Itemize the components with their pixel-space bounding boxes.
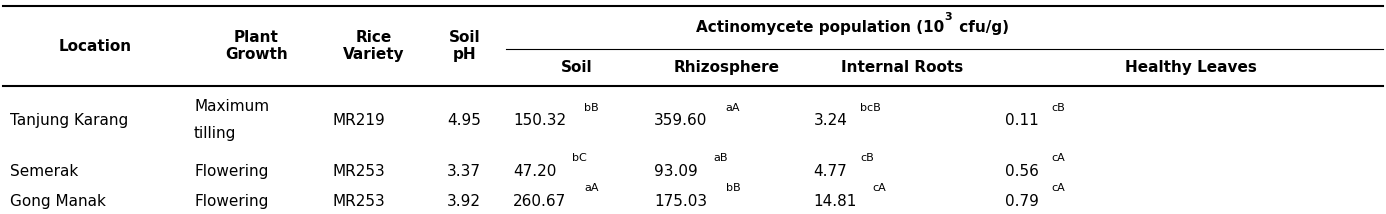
Text: MR253: MR253 [333, 194, 385, 209]
Text: Soil: Soil [561, 60, 592, 75]
Text: cB: cB [1051, 103, 1064, 113]
Text: 3.37: 3.37 [448, 164, 481, 179]
Text: 14.81: 14.81 [814, 194, 857, 209]
Text: bcB: bcB [861, 103, 881, 113]
Text: Rice
Variety: Rice Variety [344, 30, 405, 62]
Text: Semerak: Semerak [10, 164, 78, 179]
Text: 150.32: 150.32 [513, 113, 565, 128]
Text: Maximum: Maximum [194, 99, 269, 114]
Text: tilling: tilling [194, 126, 237, 141]
Text: Location: Location [58, 39, 132, 54]
Text: bB: bB [725, 183, 740, 193]
Text: 260.67: 260.67 [513, 194, 565, 209]
Text: Rhizosphere: Rhizosphere [674, 60, 780, 75]
Text: Gong Manak: Gong Manak [10, 194, 105, 209]
Text: 0.11: 0.11 [1005, 113, 1038, 128]
Text: 93.09: 93.09 [654, 164, 699, 179]
Text: bC: bC [571, 153, 586, 163]
Text: aA: aA [726, 103, 740, 113]
Text: cA: cA [1052, 153, 1064, 163]
Text: cA: cA [872, 183, 886, 193]
Text: aB: aB [714, 153, 728, 163]
Text: 0.79: 0.79 [1005, 194, 1038, 209]
Text: Flowering: Flowering [194, 164, 269, 179]
Text: MR219: MR219 [333, 113, 385, 128]
Text: 0.56: 0.56 [1005, 164, 1038, 179]
Text: Soil
pH: Soil pH [449, 30, 480, 62]
Text: 359.60: 359.60 [654, 113, 708, 128]
Text: Internal Roots: Internal Roots [841, 60, 963, 75]
Text: bB: bB [584, 103, 599, 113]
Text: 4.77: 4.77 [814, 164, 847, 179]
Text: Actinomycete population (10: Actinomycete population (10 [696, 20, 945, 35]
Text: cfu/g): cfu/g) [955, 20, 1009, 35]
Text: 3: 3 [945, 12, 952, 22]
Text: 4.95: 4.95 [448, 113, 481, 128]
Text: Plant
Growth: Plant Growth [225, 30, 288, 62]
Text: Tanjung Karang: Tanjung Karang [10, 113, 128, 128]
Text: 3.24: 3.24 [814, 113, 847, 128]
Text: 3.92: 3.92 [448, 194, 481, 209]
Text: 175.03: 175.03 [654, 194, 707, 209]
Text: Flowering: Flowering [194, 194, 269, 209]
Text: cA: cA [1052, 183, 1064, 193]
Text: Healthy Leaves: Healthy Leaves [1124, 60, 1257, 75]
Text: cB: cB [859, 153, 873, 163]
Text: MR253: MR253 [333, 164, 385, 179]
Text: 47.20: 47.20 [513, 164, 556, 179]
Text: aA: aA [585, 183, 599, 193]
